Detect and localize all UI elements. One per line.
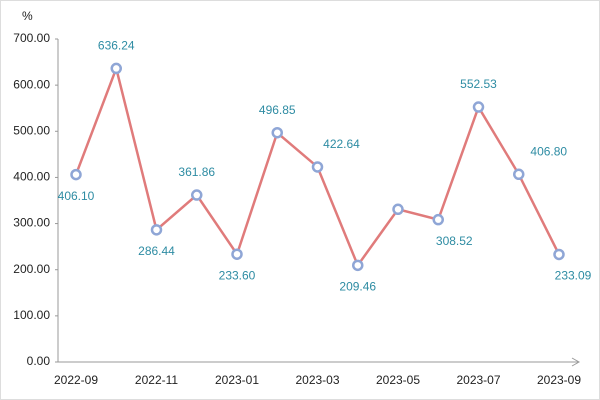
y-tick-label: 300.00 [13, 216, 50, 230]
value-label: 361.86 [178, 165, 215, 179]
marker [352, 259, 364, 272]
y-tick-label: 200.00 [13, 262, 50, 276]
value-label: 496.85 [259, 103, 296, 117]
x-axis-arrow [571, 357, 581, 367]
y-tick-label: 700.00 [13, 31, 50, 45]
x-tick-label: 2022-11 [135, 373, 178, 387]
value-label: 552.53 [460, 77, 497, 91]
y-tick-label: 500.00 [13, 123, 50, 137]
y-axis-label: % [22, 9, 33, 23]
value-label: 286.44 [138, 244, 175, 258]
marker [432, 213, 444, 226]
value-label: 406.10 [58, 189, 95, 203]
value-label: 406.80 [530, 144, 567, 158]
value-label: 233.60 [219, 268, 256, 282]
x-tick-label: 2023-01 [215, 373, 259, 387]
x-tick-label: 2022-09 [54, 373, 98, 387]
marker [231, 248, 243, 260]
y-tick-label: 100.00 [13, 308, 50, 322]
value-label: 636.24 [98, 39, 135, 53]
marker [553, 248, 565, 261]
value-label: 233.09 [555, 269, 592, 283]
y-tick-label: 400.00 [13, 170, 50, 184]
x-tick-label: 2023-07 [456, 373, 500, 387]
marker [472, 101, 485, 113]
value-label: 422.64 [323, 137, 360, 151]
marker [513, 168, 525, 181]
marker [392, 203, 404, 216]
x-tick-label: 2023-03 [295, 373, 339, 387]
y-tick-label: 600.00 [13, 77, 50, 91]
y-tick-label: 0.00 [27, 354, 51, 368]
x-tick-label: 2023-09 [537, 373, 581, 387]
x-tick-label: 2023-05 [376, 373, 420, 387]
marker [70, 168, 82, 181]
marker [311, 161, 324, 173]
marker [191, 189, 203, 201]
marker [150, 224, 163, 236]
value-label: 209.46 [339, 280, 376, 294]
marker [271, 126, 283, 139]
value-label: 308.52 [436, 234, 473, 248]
marker [110, 62, 122, 75]
